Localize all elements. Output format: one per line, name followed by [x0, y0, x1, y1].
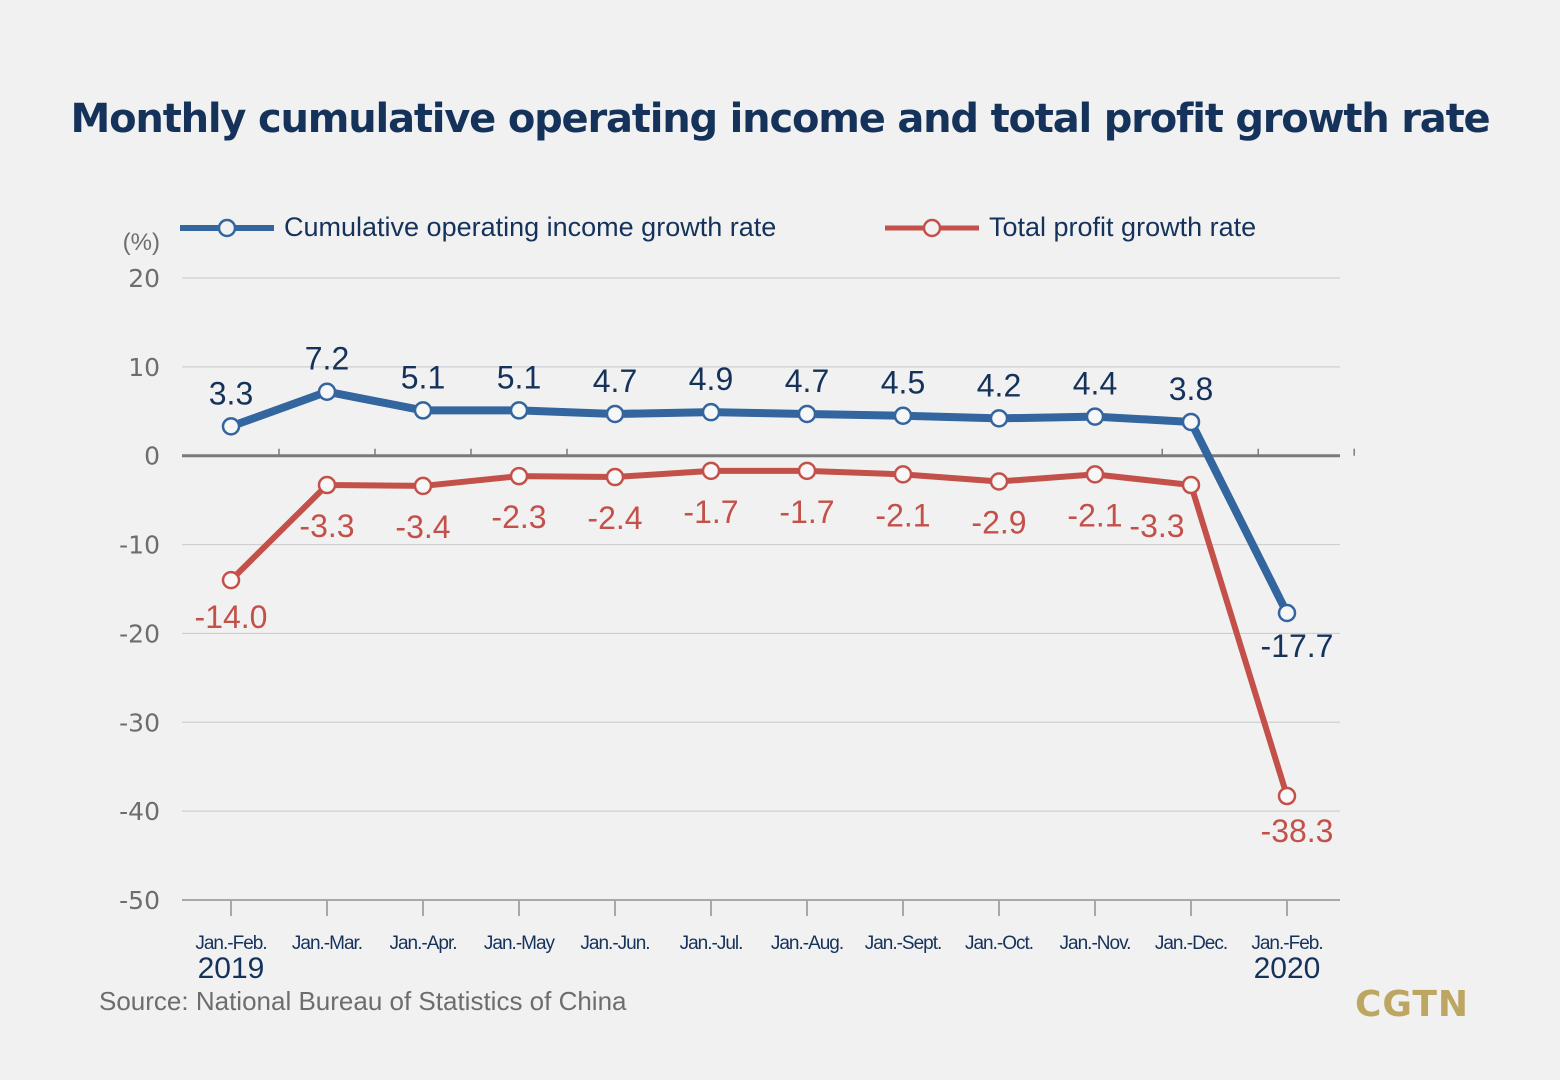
data-label-profit: -3.3	[1129, 508, 1184, 544]
x-year-label: 2020	[1254, 952, 1321, 985]
data-point-income	[317, 382, 337, 401]
data-label-income: 5.1	[401, 359, 445, 395]
x-tick-label: Jan.-Aug.	[771, 933, 843, 954]
data-point-income	[1085, 407, 1105, 426]
data-point-profit	[797, 461, 817, 481]
x-tick-label: Jan.-Oct.	[965, 933, 1033, 954]
series-profit	[221, 461, 1297, 806]
legend-item-profit: Total profit growth rate	[885, 212, 1256, 243]
x-tick-label: Jan.-Apr.	[389, 933, 456, 954]
data-point-profit	[1181, 475, 1201, 495]
data-label-income: 4.7	[785, 363, 829, 399]
data-point-profit	[1277, 786, 1297, 806]
data-label-income: 4.7	[593, 363, 637, 399]
legend-income-line-icon	[180, 218, 274, 237]
data-label-income: 4.4	[1073, 366, 1117, 402]
y-tick-label: 10	[128, 353, 160, 382]
legend-profit-label: Total profit growth rate	[989, 212, 1257, 242]
data-label-profit: -3.3	[299, 508, 354, 544]
data-labels: 3.3 7.2 5.1 5.1 4.7 4.9 4.7 4.5 4.2 4.4 3.8 -17.7 -1…	[195, 341, 1334, 849]
data-label-income: 4.2	[977, 367, 1021, 403]
x-tick-label: Jan.-Feb.	[1251, 933, 1322, 954]
data-point-income	[413, 401, 433, 420]
data-point-profit	[701, 461, 721, 481]
x-tick-label: Jan.-Mar.	[292, 933, 362, 954]
series-line-profit	[228, 467, 1290, 797]
data-point-income	[221, 417, 241, 436]
data-point-profit	[989, 472, 1009, 491]
gridlines	[182, 277, 1355, 901]
legend-item-income: Cumulative operating income growth rate	[180, 212, 776, 243]
data-label-profit: -2.4	[587, 500, 642, 536]
data-label-profit: -14.0	[195, 599, 268, 635]
data-point-profit	[221, 570, 241, 590]
y-tick-label: -30	[119, 708, 160, 737]
data-point-income	[989, 409, 1009, 428]
source-note: Source: National Bureau of Statistics of…	[99, 986, 627, 1016]
legend-income-label: Cumulative operating income growth rate	[284, 212, 777, 242]
data-label-profit: -2.3	[491, 499, 546, 535]
x-tick-label: Jan.-Nov.	[1060, 933, 1131, 954]
data-label-profit: -1.7	[683, 494, 738, 530]
x-axis: Jan.-Feb. Jan.-Mar. Jan.-Apr. Jan.-May Jan.-…	[195, 900, 1324, 985]
data-label-profit: -2.1	[875, 497, 930, 533]
y-tick-label: 0	[144, 442, 160, 471]
data-label-profit: -3.4	[395, 509, 450, 545]
data-point-profit	[317, 475, 337, 495]
data-point-profit	[893, 465, 913, 484]
series-income	[221, 382, 1297, 623]
data-label-income: -17.7	[1261, 628, 1334, 664]
data-label-profit: -38.3	[1261, 813, 1334, 849]
series-group	[221, 382, 1297, 806]
y-tick-label: -50	[119, 886, 160, 915]
data-point-income	[797, 404, 817, 424]
y-tick-label: -20	[119, 619, 160, 648]
data-label-income: 4.9	[689, 361, 733, 397]
data-label-income: 3.3	[209, 375, 253, 411]
data-point-income	[701, 402, 721, 422]
y-axis-unit: (%)	[123, 229, 160, 256]
data-label-profit: -2.9	[971, 504, 1026, 540]
data-point-profit	[1085, 465, 1105, 484]
chart-title: Monthly cumulative operating income and …	[70, 96, 1491, 142]
data-point-income	[1277, 603, 1297, 623]
legend-profit-line-icon	[885, 218, 979, 237]
data-point-profit	[605, 467, 625, 487]
x-tick-label: Jan.-Jul.	[680, 933, 743, 954]
data-label-profit: -2.1	[1067, 497, 1122, 533]
data-label-income: 5.1	[497, 359, 541, 395]
data-label-income: 7.2	[305, 341, 349, 377]
x-tick-label: Jan.-May	[484, 933, 556, 954]
x-tick-label: Jan.-Jun.	[580, 933, 649, 954]
x-tick-label: Jan.-Sept.	[865, 933, 942, 954]
series-line-income	[229, 387, 1291, 615]
x-tick-label: Jan.-Feb.	[195, 933, 266, 954]
y-axis: (%) 20 10 0 -10 -20 -30 -40 -50	[119, 229, 160, 915]
y-tick-label: -40	[119, 797, 160, 826]
x-tick-label: Jan.-Dec.	[1155, 933, 1227, 954]
data-point-profit	[413, 476, 433, 496]
data-label-profit: -1.7	[779, 494, 834, 530]
x-year-label: 2019	[198, 952, 265, 985]
data-point-income	[893, 406, 913, 425]
cgtn-logo: CGTN	[1355, 984, 1470, 1025]
data-label-income: 3.8	[1169, 371, 1213, 407]
y-tick-label: -10	[119, 531, 160, 560]
data-point-profit	[509, 466, 529, 486]
data-point-income	[509, 401, 529, 420]
data-point-income	[605, 404, 625, 424]
y-tick-label: 20	[128, 264, 160, 293]
data-label-income: 4.5	[881, 365, 925, 401]
data-point-income	[1181, 412, 1201, 432]
